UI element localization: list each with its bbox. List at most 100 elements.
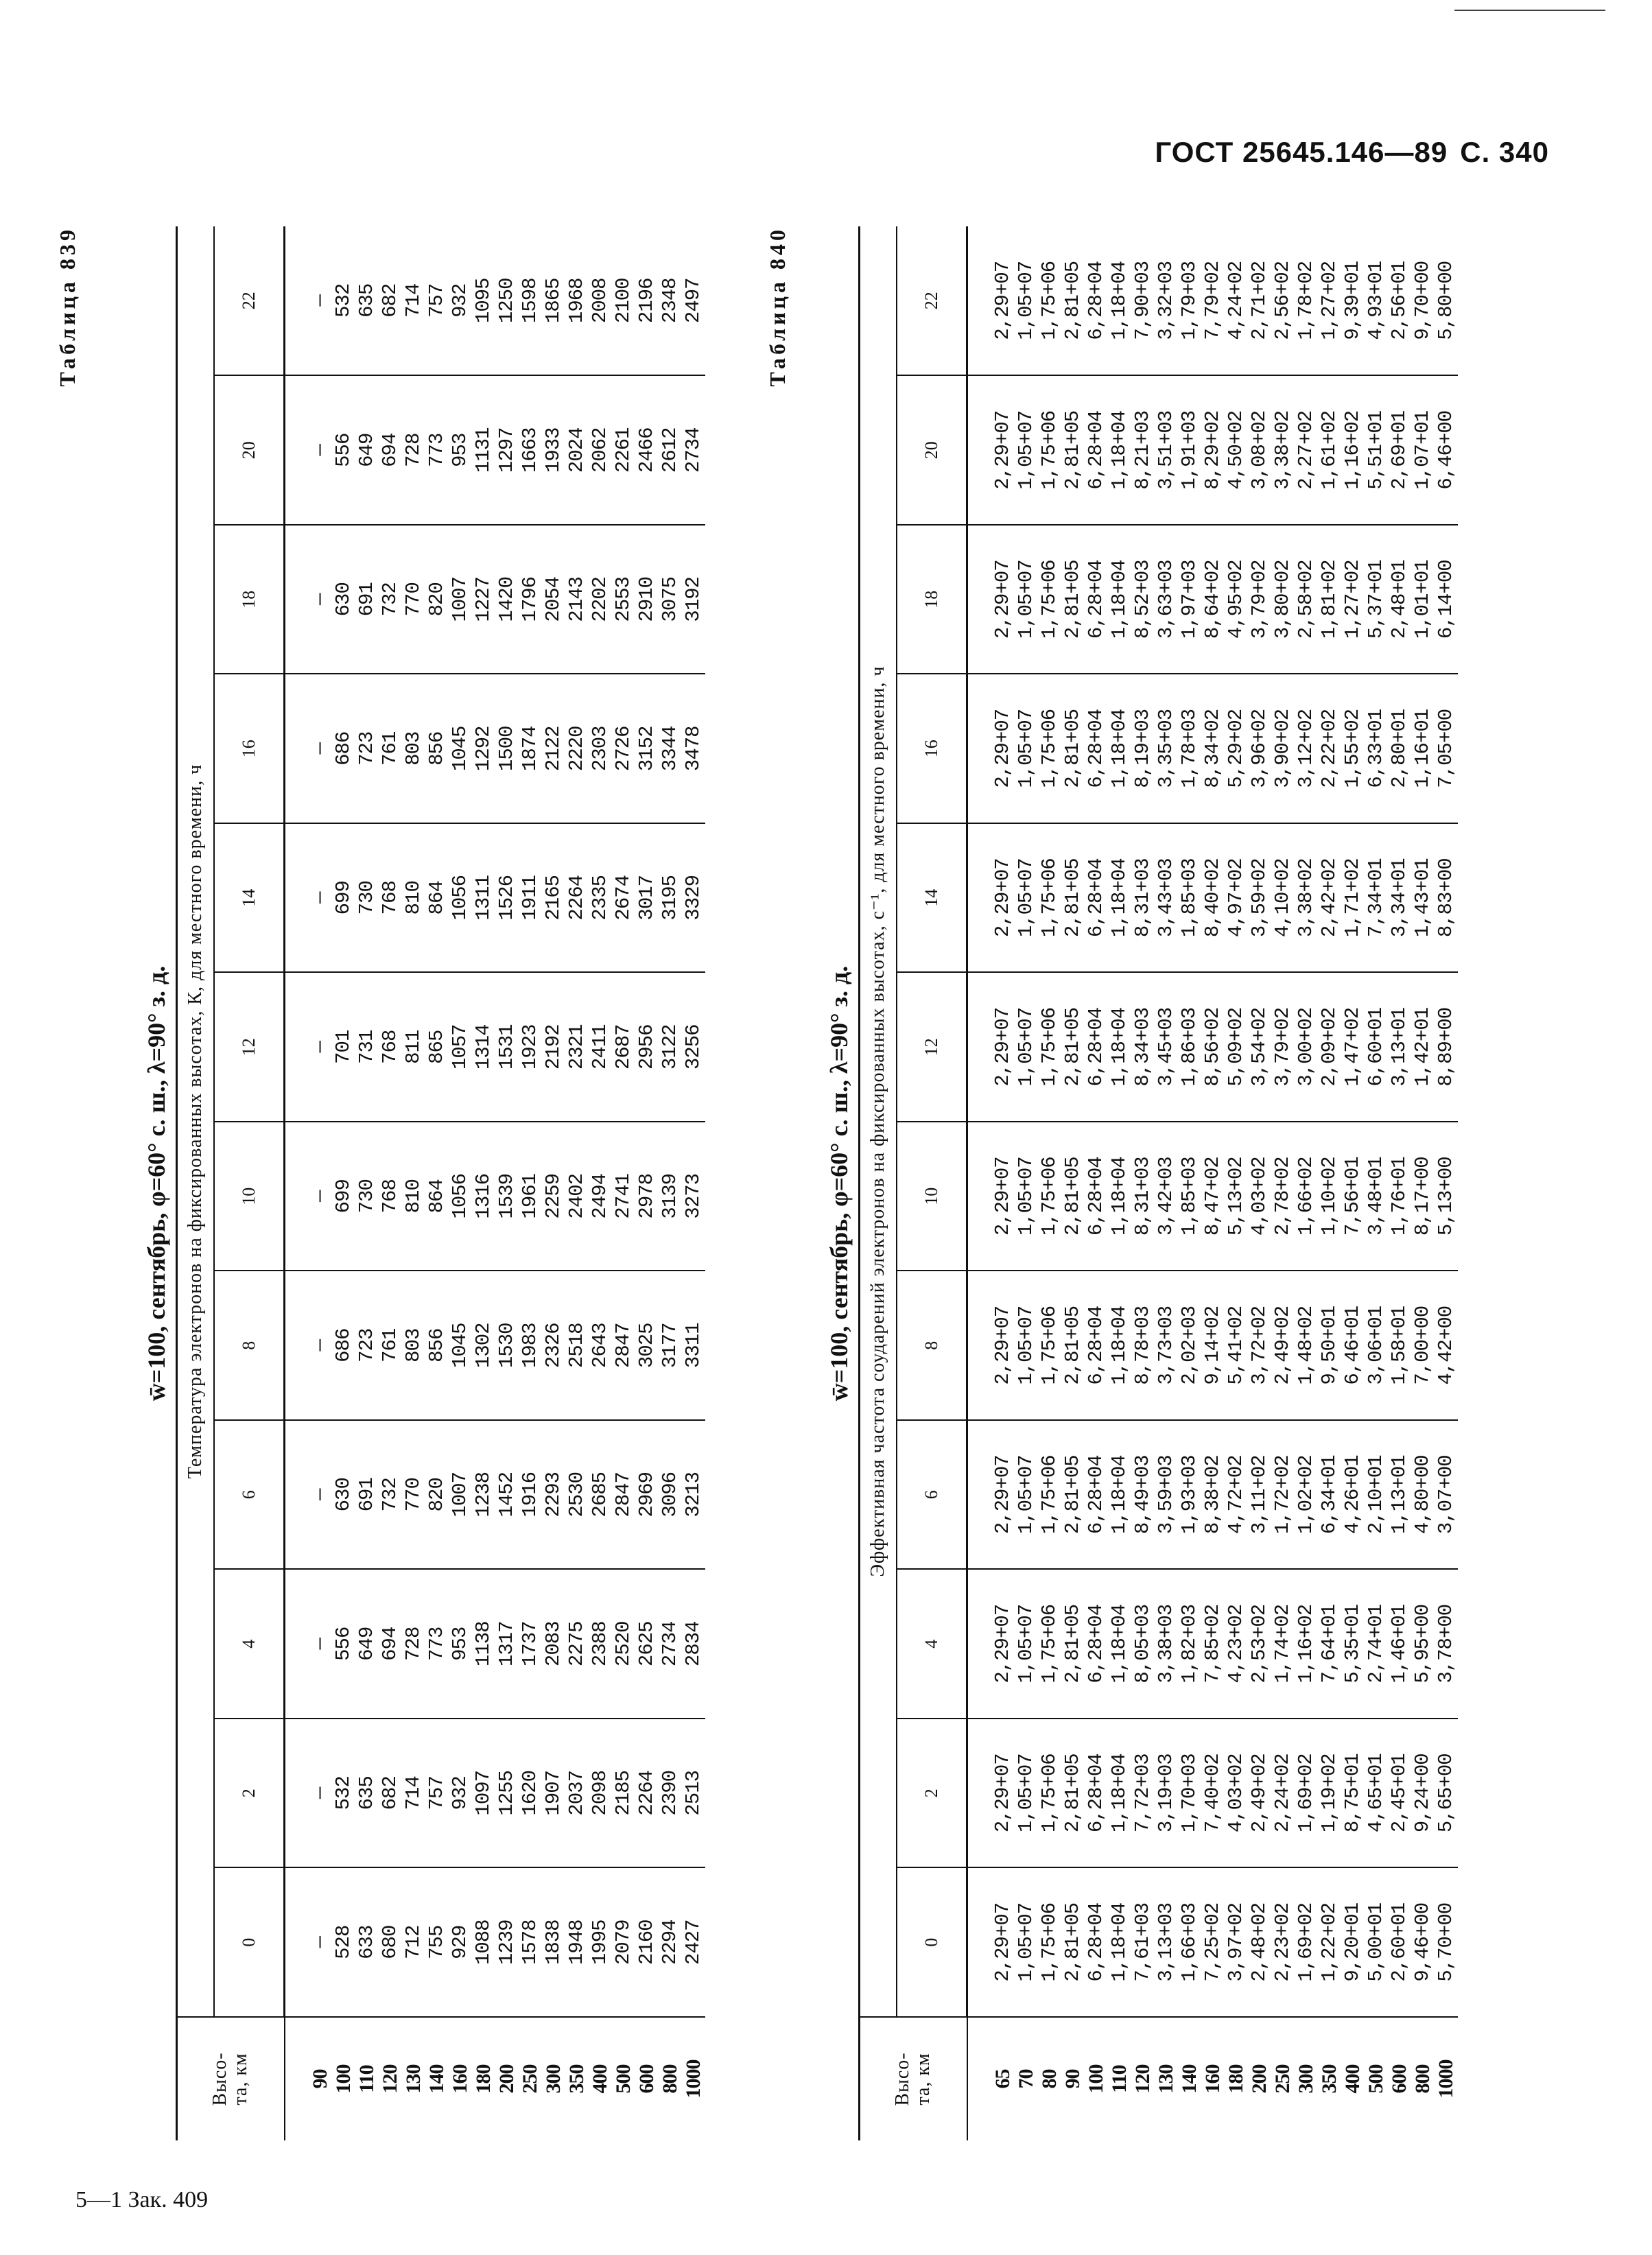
table-cell: 820 — [425, 1478, 448, 1512]
table-cell: 1,22+02 — [1318, 1902, 1341, 1982]
table-cell: 3,72+02 — [1248, 1306, 1271, 1385]
altitude-value: 130 — [1154, 2064, 1177, 2094]
table-cell: 3,13+03 — [1155, 1902, 1177, 1982]
table-cell: 2978 — [635, 1173, 658, 1219]
table-cell: 691 — [355, 582, 378, 617]
table-cell: 1317 — [495, 1621, 518, 1667]
table-cell: 3311 — [682, 1323, 705, 1369]
table-cell: 6,28+04 — [1085, 1306, 1107, 1385]
standard-number: ГОСТ 25645.146—89 — [1155, 136, 1448, 168]
table-cell: 714 — [402, 283, 425, 318]
table-cell: 1531 — [495, 1024, 518, 1070]
table-cell: 2192 — [542, 1024, 565, 1070]
table-cell: 3025 — [635, 1323, 658, 1369]
hour-header: 6 — [214, 1420, 285, 1570]
table-cell: 3,43+03 — [1155, 858, 1177, 938]
table-cell: 2726 — [612, 726, 635, 772]
hour-column: —686 723 761 803 856 1045 1302 1530 1983 2326 2518… — [284, 1271, 705, 1420]
hour-column: 2,29+07 1,05+07 1,75+06 2,81+05 6,28+04 1,18+… — [967, 226, 1458, 376]
table-cell: 2054 — [542, 576, 565, 622]
table-cell: — — [309, 1489, 331, 1500]
table-cell: — — [309, 743, 331, 755]
table-cell: 6,14+00 — [1435, 560, 1457, 639]
table-cell: 8,29+02 — [1201, 410, 1224, 490]
table-cell: 1316 — [472, 1173, 495, 1219]
table-cell: 6,46+01 — [1341, 1306, 1364, 1385]
table-cell: 691 — [355, 1478, 378, 1512]
table-cell: 1,75+06 — [1038, 1007, 1061, 1087]
table-cell: 630 — [332, 1478, 355, 1512]
table-cell: 803 — [402, 731, 425, 766]
table-cell: 3192 — [682, 576, 705, 622]
table-cell: 1,05+07 — [1015, 560, 1037, 639]
table-cell: 2,81+05 — [1061, 1902, 1084, 1982]
table-cell: 6,28+04 — [1085, 261, 1107, 340]
hour-column: —630 691 732 770 820 1007 1227 1420 1796 2054 2143… — [284, 525, 705, 674]
table-cell: 1,75+06 — [1038, 410, 1061, 490]
table-cell: 1,75+06 — [1038, 709, 1061, 788]
table-cell: 2,29+07 — [991, 1455, 1014, 1535]
table-cell: 8,78+03 — [1131, 1306, 1154, 1385]
table-cell: 2,29+07 — [991, 261, 1014, 340]
table-cell: 2,27+02 — [1295, 410, 1317, 490]
table-cell: 1,18+04 — [1108, 1902, 1131, 1982]
table-cell: 4,23+02 — [1225, 1604, 1247, 1684]
table-cell: 1088 — [472, 1920, 495, 1965]
table-cell: 2,23+02 — [1271, 1902, 1294, 1982]
table-cell: 1,46+01 — [1388, 1604, 1411, 1684]
table-cell: 3,19+03 — [1155, 1754, 1177, 1833]
table-cell: 1,18+04 — [1108, 858, 1131, 938]
hour-column: —532 635 682 714 757 932 1097 1255 1620 1907 2037 2… — [284, 1719, 705, 1868]
table-cell: 2,09+02 — [1318, 1007, 1341, 1087]
table-cell: 2037 — [565, 1770, 588, 1816]
table-cell: 3,11+02 — [1248, 1455, 1271, 1535]
table-cell: 2,81+05 — [1061, 261, 1084, 340]
altitude-value: 500 — [611, 2064, 635, 2094]
table-cell: 2466 — [635, 427, 658, 473]
table-cell: 3122 — [659, 1024, 681, 1070]
table-cell: 4,95+02 — [1225, 560, 1247, 639]
table-cell: 1907 — [542, 1770, 565, 1816]
table-cell: 1838 — [542, 1920, 565, 1965]
table-cell: 1,58+01 — [1388, 1306, 1411, 1385]
table-cell: 2,24+02 — [1271, 1754, 1294, 1833]
hour-column: 2,29+07 1,05+07 1,75+06 2,81+05 6,28+04 1,18+… — [967, 1271, 1458, 1420]
altitude-value: 180 — [471, 2064, 495, 2094]
table-cell: 2553 — [612, 576, 635, 622]
altitude-value: 90 — [1061, 2069, 1084, 2089]
table-cell: 1,18+04 — [1108, 1455, 1131, 1535]
hour-header: 10 — [897, 1122, 967, 1271]
table-cell: 7,56+01 — [1341, 1157, 1364, 1236]
hour-header: 20 — [214, 375, 285, 525]
table-cell: 1500 — [495, 726, 518, 772]
table-cell: 773 — [425, 433, 448, 467]
table-cell: 5,95+00 — [1411, 1604, 1434, 1684]
table-cell: 2079 — [612, 1920, 635, 1965]
altitude-value: 300 — [1294, 2064, 1317, 2094]
table-cell: 635 — [355, 283, 378, 318]
table-cell: 2390 — [659, 1770, 681, 1816]
table-cell: 1,05+07 — [1015, 1754, 1037, 1833]
table-cell: 6,28+04 — [1085, 1604, 1107, 1684]
table-cell: 3,07+00 — [1435, 1455, 1457, 1535]
table-cell: 2734 — [659, 1621, 681, 1667]
table-cell: 1,16+01 — [1411, 709, 1434, 788]
table-cell: 5,13+02 — [1225, 1157, 1247, 1236]
table-cell: 5,37+01 — [1365, 560, 1387, 639]
table-cell: 2,29+07 — [991, 1754, 1014, 1833]
hour-header: 8 — [897, 1271, 967, 1420]
altitude-value: 400 — [588, 2064, 611, 2094]
hour-header: 12 — [214, 972, 285, 1122]
table-cell: 1,75+06 — [1038, 1902, 1061, 1982]
altitude-value: 65 — [991, 2069, 1014, 2089]
table-cell: 2083 — [542, 1621, 565, 1667]
table-cell: 7,85+02 — [1201, 1604, 1224, 1684]
table-cell: 8,31+03 — [1131, 1157, 1154, 1236]
table-cell: 1,78+02 — [1295, 261, 1317, 340]
altitude-column: 90 100 110 120 130 140 160 180 200 250 300 350 400 50… — [284, 2017, 705, 2140]
table-cell: 1,18+04 — [1108, 709, 1131, 788]
table-cell: 3,63+03 — [1155, 560, 1177, 639]
table-cell: 1311 — [472, 875, 495, 921]
table-cell: 730 — [355, 881, 378, 915]
table-cell: 3,51+03 — [1155, 410, 1177, 490]
